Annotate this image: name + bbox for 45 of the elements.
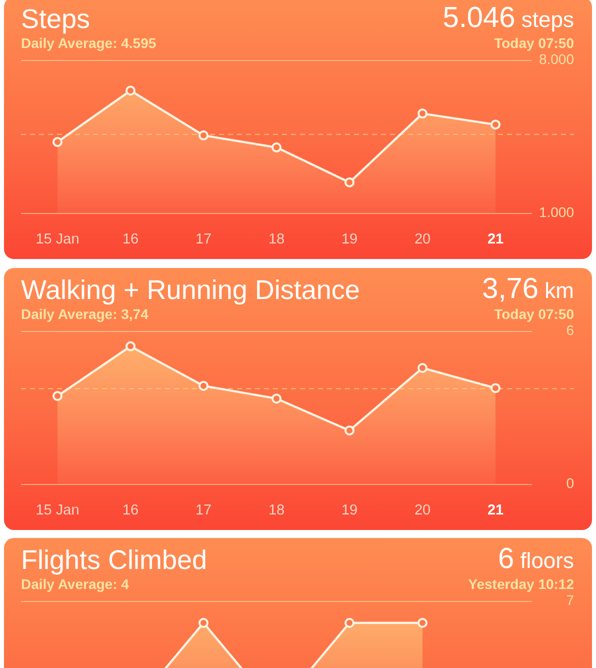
chart-title: Steps [21, 4, 90, 34]
point [272, 393, 282, 404]
x-tick-label: 18 [268, 231, 285, 248]
y-tick-label: 6 [566, 321, 574, 338]
x-tick-label: 15 Jan [36, 502, 80, 518]
y-tick-label: 0 [566, 474, 574, 490]
x-tick-label: 17 [195, 502, 212, 518]
chart-title: Flights Climbed [21, 545, 208, 575]
text: Today 07:50 [494, 35, 574, 52]
x-tick-label: 19 [341, 231, 358, 248]
x-tick-label: 16 [122, 502, 139, 518]
y-tick-label: 7 [566, 592, 574, 608]
text: Today 07:50 [494, 306, 574, 322]
x-tick-label: 18 [268, 502, 285, 518]
point [126, 86, 136, 96]
point [52, 390, 62, 401]
text: 6 floors [498, 543, 574, 575]
x-tick-label: 17 [195, 231, 212, 248]
text: Yesterday 10:12 [468, 576, 574, 593]
point [52, 136, 62, 147]
x-tick-label: 19 [341, 502, 358, 518]
point [198, 380, 208, 390]
text: 5.046 steps [442, 2, 574, 34]
x-tick-label: 20 [414, 502, 431, 518]
chart-title: Walking + Running Distance [21, 274, 360, 304]
x-tick-label: 21 [487, 231, 504, 248]
chart-subtitle: Daily Average: 3,74 [21, 306, 148, 322]
x-tick-label: 15 Jan [36, 231, 80, 248]
point [418, 362, 428, 372]
point [344, 177, 354, 188]
y-tick-label: 8.000 [538, 50, 574, 67]
point [418, 108, 428, 119]
point [198, 130, 208, 140]
point [126, 340, 136, 351]
y-tick-label: 1.000 [538, 204, 574, 220]
x-tick-label: 20 [414, 231, 431, 248]
point [344, 424, 354, 435]
point [272, 142, 282, 152]
point [490, 120, 500, 130]
text: 3,76 km [482, 272, 574, 304]
x-tick-label: 16 [122, 231, 139, 248]
x-tick-label: 21 [487, 502, 504, 518]
chart-subtitle: Daily Average: 4.595 [21, 35, 156, 52]
point [490, 382, 500, 393]
chart-subtitle: Daily Average: 4 [21, 576, 129, 593]
